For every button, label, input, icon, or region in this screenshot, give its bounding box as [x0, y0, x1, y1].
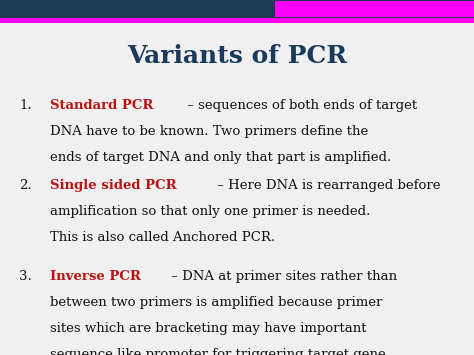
Text: Variants of PCR: Variants of PCR — [127, 44, 347, 69]
Text: sequence like promoter for triggering target gene: sequence like promoter for triggering ta… — [50, 348, 385, 355]
Text: 2.: 2. — [19, 179, 32, 192]
Text: ends of target DNA and only that part is amplified.: ends of target DNA and only that part is… — [50, 151, 391, 164]
Text: – Here DNA is rearranged before: – Here DNA is rearranged before — [213, 179, 441, 192]
Text: Standard PCR: Standard PCR — [50, 99, 153, 113]
Bar — [0, 0, 474, 18]
Text: – sequences of both ends of target: – sequences of both ends of target — [183, 99, 417, 113]
Text: Single sided PCR: Single sided PCR — [50, 179, 176, 192]
Bar — [275, 1, 474, 17]
Text: DNA have to be known. Two primers define the: DNA have to be known. Two primers define… — [50, 125, 368, 138]
Text: amplification so that only one primer is needed.: amplification so that only one primer is… — [50, 205, 370, 218]
Text: Inverse PCR: Inverse PCR — [50, 270, 141, 283]
Text: – DNA at primer sites rather than: – DNA at primer sites rather than — [167, 270, 397, 283]
Text: sites which are bracketing may have important: sites which are bracketing may have impo… — [50, 322, 366, 335]
Text: 3.: 3. — [19, 270, 32, 283]
Text: between two primers is amplified because primer: between two primers is amplified because… — [50, 296, 382, 309]
Text: 1.: 1. — [19, 99, 32, 113]
Bar — [0, 18, 474, 23]
Text: This is also called Anchored PCR.: This is also called Anchored PCR. — [50, 231, 275, 244]
